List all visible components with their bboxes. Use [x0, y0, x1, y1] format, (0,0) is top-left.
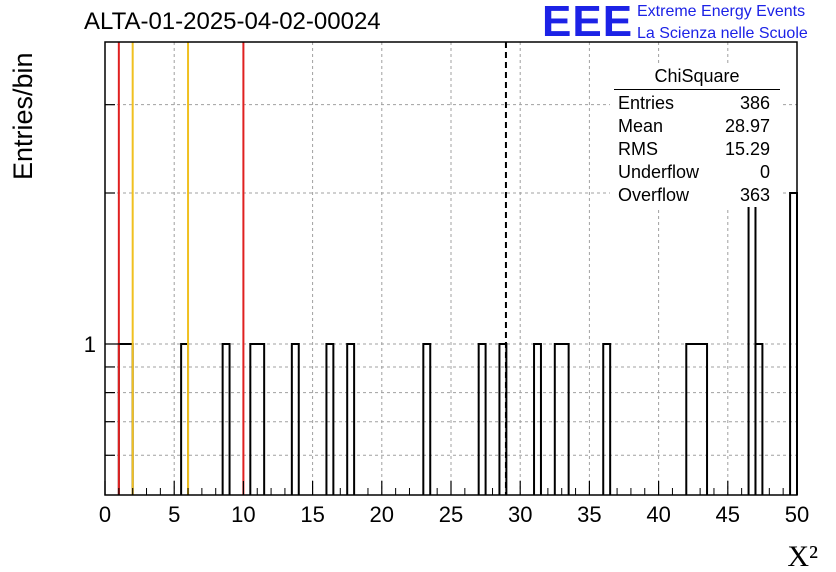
stats-title: ChiSquare — [614, 66, 780, 90]
histogram-bin — [325, 343, 335, 495]
x-tick-label: 45 — [716, 502, 740, 527]
histogram-bin — [602, 343, 612, 495]
x-tick-label: 5 — [168, 502, 180, 527]
stats-label: Overflow — [618, 185, 690, 205]
x-tick-label: 30 — [508, 502, 532, 527]
histogram-bin — [221, 343, 231, 495]
x-tick-label: 15 — [300, 502, 324, 527]
x-tick-label: 20 — [370, 502, 394, 527]
stats-box: ChiSquare Entries 386 Mean 28.97 RMS 15.… — [610, 66, 780, 207]
reference-lines — [117, 42, 507, 495]
histogram-bin — [477, 343, 487, 495]
x-tick-label: 0 — [99, 502, 111, 527]
chart-title: ALTA-01-2025-04-02-00024 — [84, 8, 381, 35]
histogram-bin — [422, 343, 432, 495]
y-tick-label: 1 — [84, 332, 96, 357]
histogram-bin — [346, 343, 356, 495]
histogram-bin — [553, 343, 570, 495]
x-tick-label: 25 — [439, 502, 463, 527]
y-axis-ticks: 1 — [84, 104, 125, 456]
logo-line-2: La Scienza nelle Scuole — [637, 25, 808, 42]
x-tick-label: 50 — [785, 502, 809, 527]
stats-row-entries: Entries 386 — [610, 92, 780, 115]
x-tick-label: 10 — [231, 502, 255, 527]
stats-value: 363 — [739, 185, 770, 205]
stats-value: 28.97 — [724, 116, 770, 136]
histogram-bin — [754, 343, 764, 495]
histogram-bin — [685, 343, 709, 495]
stats-value: 15.29 — [724, 139, 770, 159]
y-axis-label: Entries/bin — [8, 52, 38, 180]
x-axis-label: X² — [787, 540, 818, 572]
stats-label: RMS — [618, 139, 658, 159]
histogram-bin — [533, 343, 542, 495]
x-tick-label: 40 — [646, 502, 670, 527]
stats-label: Underflow — [618, 162, 700, 182]
x-tick-label: 35 — [577, 502, 601, 527]
eee-logo: EEE — [542, 0, 634, 46]
stats-row-mean: Mean 28.97 — [610, 115, 780, 138]
stats-label: Entries — [618, 93, 675, 113]
stats-value: 386 — [739, 93, 770, 113]
histogram-bin — [290, 343, 300, 495]
stats-value: 0 — [759, 162, 770, 182]
stats-label: Mean — [618, 116, 664, 136]
stats-row-underflow: Underflow 0 — [610, 161, 780, 184]
histogram-bin — [498, 343, 508, 495]
logo-line-1: Extreme Energy Events — [637, 3, 806, 20]
stats-row-overflow: Overflow 363 — [610, 184, 780, 207]
histogram-bin — [249, 343, 266, 495]
stats-row-rms: RMS 15.29 — [610, 138, 780, 161]
x-axis-ticks: 0 5 10 15 20 25 30 35 40 45 50 — [99, 481, 809, 527]
